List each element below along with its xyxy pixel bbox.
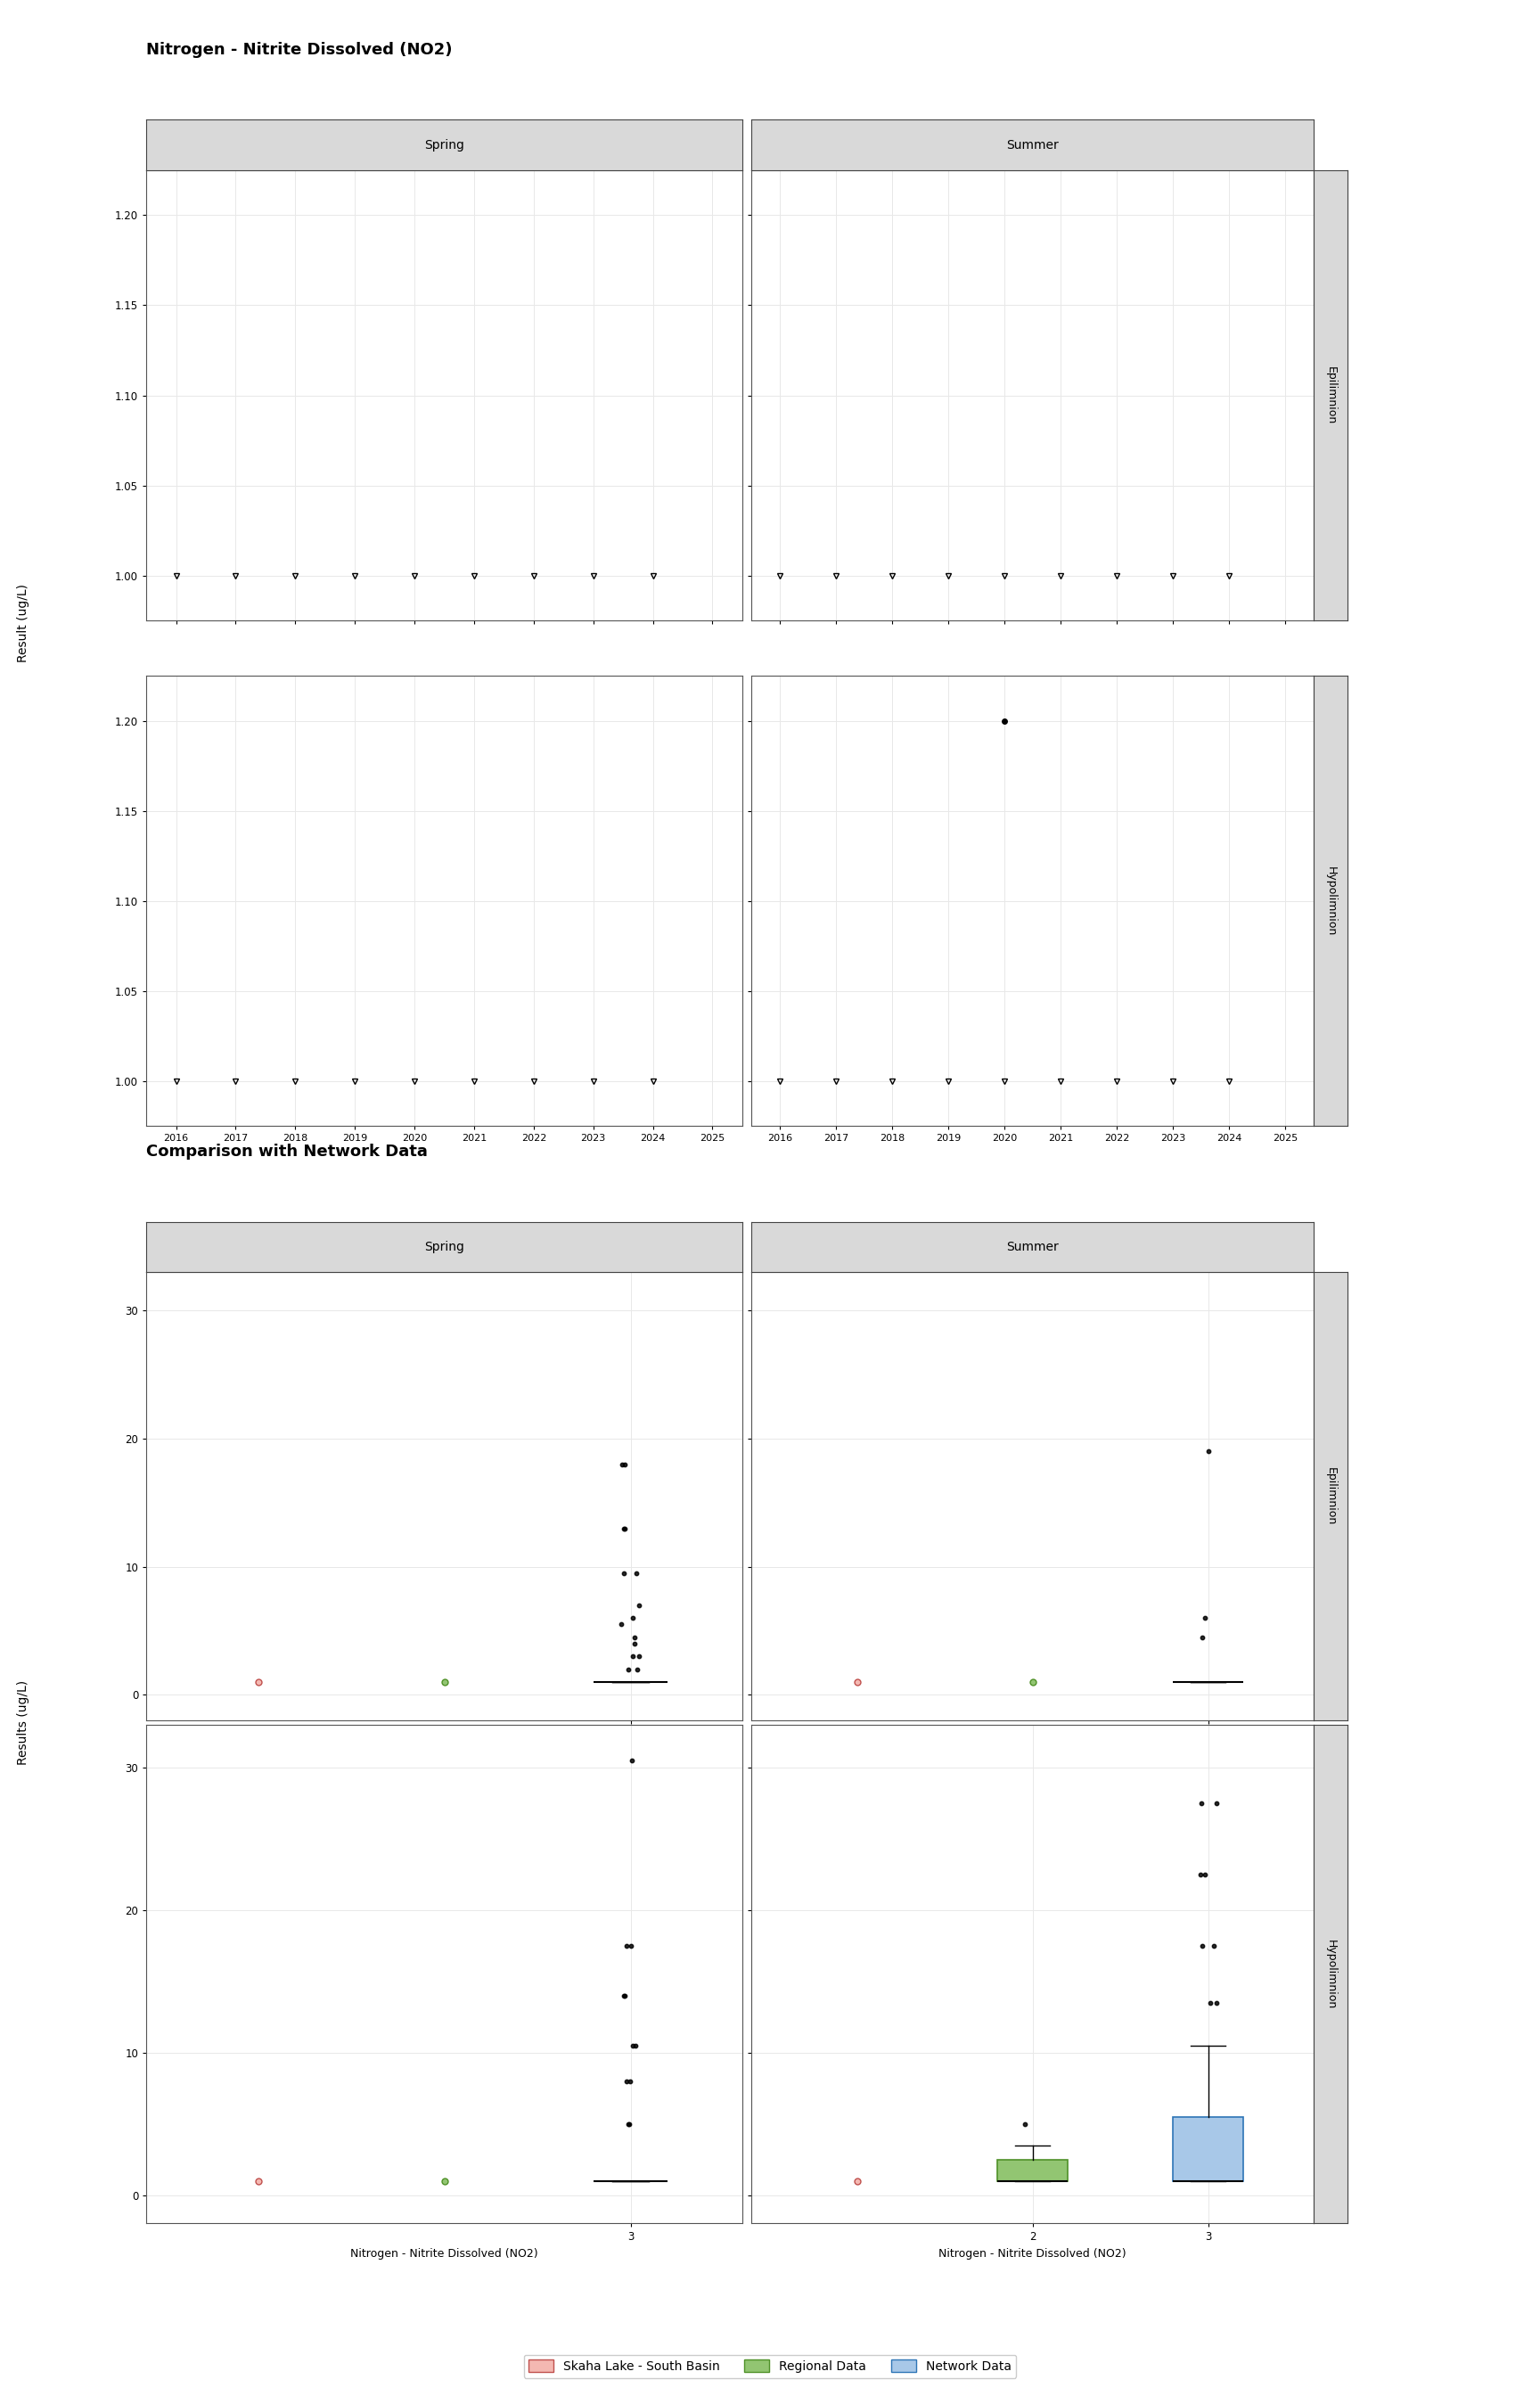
Text: Result (ug/L): Result (ug/L) — [17, 585, 29, 661]
Legend: Skaha Lake - South Basin, Regional Data, Network Data: Skaha Lake - South Basin, Regional Data,… — [524, 2355, 1016, 2377]
Point — [616, 2104, 641, 2142]
Point — [627, 1636, 651, 1675]
Point — [1192, 1598, 1217, 1636]
Point — [613, 1977, 638, 2015]
Point — [624, 1555, 648, 1593]
Point — [1197, 1433, 1221, 1471]
Point — [621, 1598, 645, 1636]
Point — [1201, 1926, 1226, 1965]
Point — [613, 1509, 638, 1548]
Point — [616, 1651, 641, 1689]
Point — [625, 1651, 650, 1689]
Point — [611, 1555, 636, 1593]
Text: Epilimnion: Epilimnion — [1324, 1466, 1337, 1526]
Point — [621, 2027, 645, 2065]
Point — [624, 2027, 648, 2065]
Point — [614, 1926, 639, 1965]
Text: Spring: Spring — [425, 1241, 464, 1253]
Text: Hypolimnion: Hypolimnion — [1324, 1938, 1337, 2010]
Point — [618, 2104, 642, 2142]
Text: Summer: Summer — [1007, 1241, 1058, 1253]
Point — [621, 1742, 645, 1780]
Point — [627, 1586, 651, 1624]
Point — [1190, 1617, 1215, 1656]
Point — [619, 1926, 644, 1965]
X-axis label: Nitrogen - Nitrite Dissolved (NO2): Nitrogen - Nitrite Dissolved (NO2) — [351, 2247, 537, 2259]
Point — [1204, 1984, 1229, 2022]
Point — [611, 1509, 636, 1548]
Text: Hypolimnion: Hypolimnion — [1324, 865, 1337, 937]
Point — [614, 2063, 639, 2101]
Point — [610, 1445, 634, 1483]
Point — [1192, 1855, 1217, 1893]
Text: Summer: Summer — [1007, 139, 1058, 151]
X-axis label: Nitrogen - Nitrite Dissolved (NO2): Nitrogen - Nitrite Dissolved (NO2) — [939, 2247, 1126, 2259]
Text: Epilimnion: Epilimnion — [1324, 367, 1337, 424]
Point — [622, 1617, 647, 1656]
Point — [611, 1977, 636, 2015]
Point — [1204, 1785, 1229, 1823]
Point — [1012, 2104, 1036, 2142]
Point — [1190, 1926, 1215, 1965]
Text: Spring: Spring — [425, 139, 464, 151]
Point — [618, 2063, 642, 2101]
Text: Nitrogen - Nitrite Dissolved (NO2): Nitrogen - Nitrite Dissolved (NO2) — [146, 41, 453, 58]
Point — [622, 1624, 647, 1663]
Text: Comparison with Network Data: Comparison with Network Data — [146, 1143, 428, 1160]
PathPatch shape — [998, 2159, 1067, 2180]
Point — [1198, 1984, 1223, 2022]
Point — [1189, 1855, 1214, 1893]
Point — [613, 1445, 638, 1483]
Text: Results (ug/L): Results (ug/L) — [17, 1680, 29, 1766]
Point — [1189, 1785, 1214, 1823]
PathPatch shape — [1173, 2116, 1243, 2180]
Point — [621, 1636, 645, 1675]
Point — [610, 1605, 634, 1644]
